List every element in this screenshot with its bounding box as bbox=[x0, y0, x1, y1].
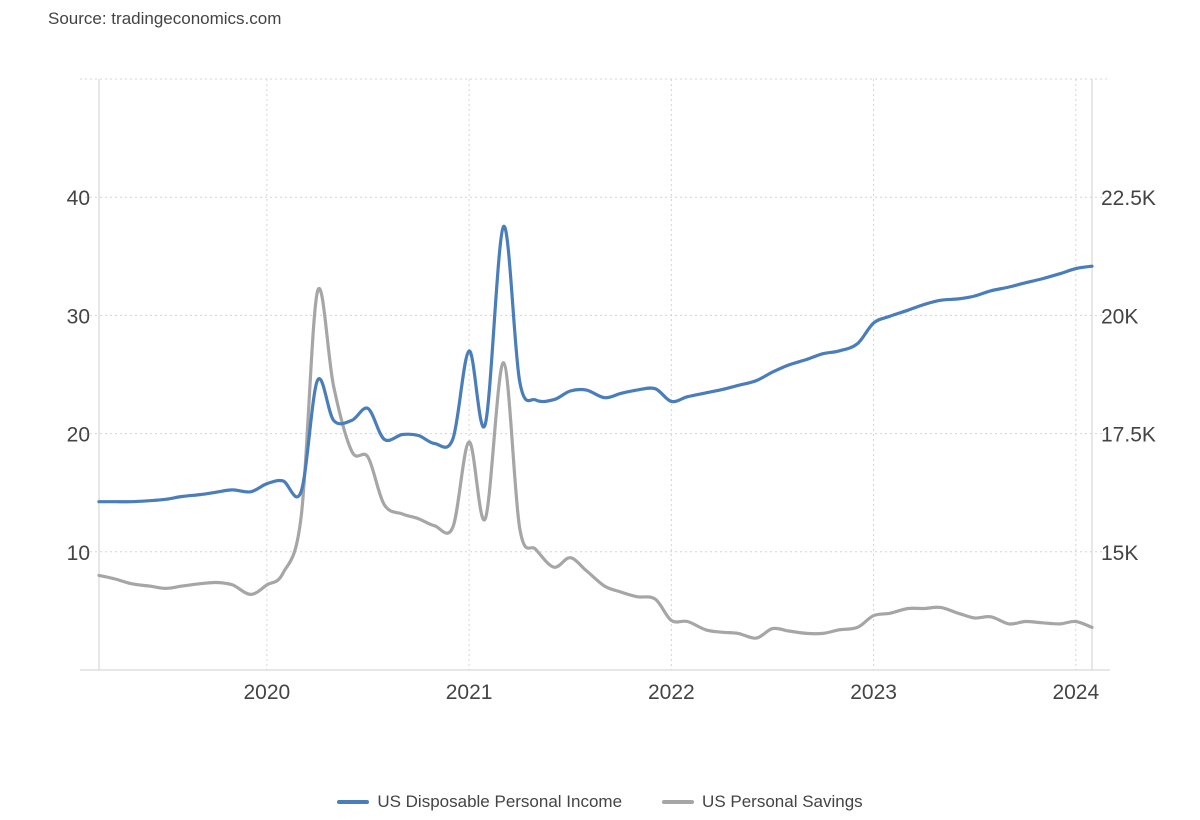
x-tick-label: 2024 bbox=[1052, 681, 1099, 704]
y-left-tick-label: 40 bbox=[67, 187, 90, 210]
x-tick-label: 2023 bbox=[850, 681, 897, 704]
grid bbox=[80, 78, 1110, 670]
legend-swatch-savings bbox=[662, 800, 695, 804]
legend: US Disposable Personal Income US Persona… bbox=[0, 792, 1200, 812]
y-right-tick-label: 22.5K bbox=[1101, 187, 1156, 210]
legend-label-savings: US Personal Savings bbox=[702, 792, 863, 811]
tick-labels: 10 20 30 40 15K 17.5K 20K 22.5K 2020 2021 2022 2023… bbox=[67, 187, 1156, 704]
series-layer bbox=[97, 224, 1094, 640]
legend-label-income: US Disposable Personal Income bbox=[377, 792, 623, 811]
legend-item-savings[interactable]: US Personal Savings bbox=[662, 792, 863, 812]
legend-item-income[interactable]: US Disposable Personal Income bbox=[337, 792, 622, 812]
y-right-tick-label: 15K bbox=[1101, 542, 1138, 565]
line-chart: 10 20 30 40 15K 17.5K 20K 22.5K 2020 2021 2022 2023… bbox=[67, 78, 1156, 704]
legend-swatch-income bbox=[337, 800, 370, 804]
source-label: Source: tradingeconomics.com bbox=[48, 9, 282, 28]
y-right-tick-label: 20K bbox=[1101, 305, 1138, 328]
y-left-tick-label: 10 bbox=[67, 542, 90, 565]
y-left-tick-label: 30 bbox=[67, 305, 90, 328]
series-line-savings bbox=[97, 286, 1094, 640]
axes bbox=[80, 79, 1110, 671]
x-tick-label: 2021 bbox=[446, 681, 493, 704]
series-line-income bbox=[97, 224, 1094, 504]
x-tick-label: 2022 bbox=[648, 681, 695, 704]
y-right-tick-label: 17.5K bbox=[1101, 424, 1156, 447]
x-tick-label: 2020 bbox=[244, 681, 291, 704]
y-left-tick-label: 20 bbox=[67, 424, 90, 447]
